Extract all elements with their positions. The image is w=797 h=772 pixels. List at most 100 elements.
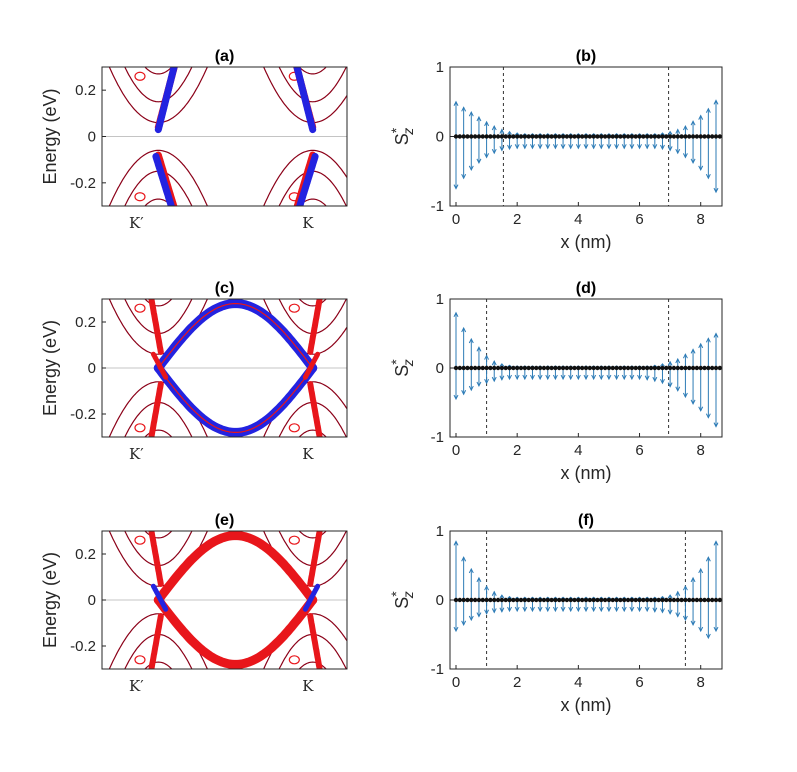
- arrow-head: [675, 590, 681, 596]
- bulk-band-down: [124, 170, 193, 206]
- edge-crossing: [150, 583, 169, 612]
- arrow-head: [652, 376, 658, 383]
- panel-title: (d): [576, 280, 596, 297]
- arrow-head: [453, 626, 459, 633]
- bulk-band-down: [144, 661, 173, 669]
- arrow-head: [682, 353, 688, 359]
- y-label-sup: *: [388, 359, 404, 365]
- arrow-head: [606, 144, 612, 150]
- arrow-head: [660, 595, 665, 599]
- band-panel-e: -0.2 0 0.2 K′ K Energy (eV) (e): [40, 512, 348, 695]
- arrow-head: [507, 606, 512, 613]
- arrow-head: [537, 606, 543, 613]
- y-tick-label: -1: [431, 198, 444, 215]
- y-tick-label: 0: [436, 360, 444, 377]
- edge-arc-lower: [153, 595, 318, 669]
- arrow-head: [637, 144, 642, 150]
- bulk-band-up: [144, 531, 173, 539]
- panel-title: (a): [215, 48, 235, 65]
- arrow-head: [660, 363, 665, 367]
- arrow-head: [537, 374, 543, 381]
- panel-title: (e): [215, 512, 235, 529]
- arrow-head: [606, 374, 612, 381]
- arrow-head: [484, 354, 490, 360]
- arrow-head: [468, 385, 474, 392]
- bulk-band-up: [278, 67, 347, 103]
- edge-branch-blue: [293, 67, 317, 134]
- bulk-band-down: [263, 149, 347, 206]
- arrow-head: [705, 556, 711, 562]
- arrow-head: [552, 374, 558, 381]
- arrow-head: [652, 607, 658, 613]
- arrow-head: [667, 609, 673, 615]
- arrow-head: [530, 144, 535, 150]
- arrow-head: [560, 144, 566, 150]
- arrow-head: [713, 422, 719, 428]
- edge-branch-red: [307, 299, 323, 355]
- arrow-head: [453, 540, 459, 546]
- arrow-head: [499, 594, 505, 599]
- arrow-head: [568, 144, 574, 150]
- arrow-head: [476, 158, 482, 165]
- arrow-head: [690, 620, 696, 626]
- arrow-head: [614, 144, 620, 150]
- arrow-head: [690, 399, 696, 405]
- arrow-head: [522, 144, 528, 150]
- arrow-head: [461, 173, 467, 180]
- edge-branch-red: [148, 531, 164, 587]
- arrow-head: [484, 585, 490, 591]
- arrow-head: [476, 612, 482, 618]
- arrow-head: [560, 374, 566, 381]
- arrow-head: [491, 608, 497, 614]
- arrow-head: [514, 144, 520, 150]
- arrow-head: [507, 130, 512, 135]
- site-dot: [717, 365, 723, 371]
- bulk-band-down: [298, 198, 327, 206]
- arrow-head: [568, 374, 574, 381]
- arrow-head: [468, 111, 474, 117]
- x-tick-label: 6: [635, 674, 643, 691]
- arrow-head: [629, 144, 635, 150]
- arrow-head: [499, 375, 505, 381]
- y-tick-label: -1: [431, 661, 444, 678]
- bulk-band-up: [144, 67, 173, 75]
- y-tick-label: 1: [436, 523, 444, 540]
- arrow-head: [461, 556, 467, 562]
- spin-panel-b: -1 0 1 0 2 4 6 8 x (nm) S*z (b): [388, 48, 723, 252]
- arrow-head: [675, 386, 681, 392]
- arrow-head: [491, 124, 497, 131]
- x-tick-label: 2: [513, 674, 521, 691]
- edge-arc-lower-core: [157, 367, 314, 433]
- y-axis-label: Energy (eV): [40, 320, 60, 416]
- band-loop: [134, 423, 146, 433]
- arrow-head: [530, 606, 535, 613]
- bulk-band-up: [124, 67, 193, 103]
- arrow-head: [660, 132, 665, 136]
- arrow-head: [682, 153, 688, 159]
- arrow-head: [690, 348, 696, 354]
- arrow-head: [698, 165, 704, 171]
- arrow-head: [705, 337, 711, 343]
- x-tick-label: 8: [697, 211, 705, 228]
- arrow-head: [499, 363, 505, 367]
- arrow-head: [453, 100, 459, 106]
- x-tick-label: 4: [574, 211, 582, 228]
- arrow-head: [484, 153, 490, 159]
- bulk-band-up: [144, 299, 173, 307]
- arrow-head: [667, 594, 673, 599]
- y-tick-label: 0: [436, 592, 444, 609]
- edge-branch-blue: [154, 67, 178, 134]
- arrow-head: [667, 360, 673, 366]
- arrow-head: [514, 374, 520, 381]
- panel-title: (f): [578, 512, 594, 529]
- arrow-head: [667, 146, 673, 152]
- edge-branch-red: [148, 299, 164, 355]
- arrow-head: [675, 128, 681, 134]
- arrow-head: [682, 585, 688, 591]
- arrow-head: [705, 413, 711, 419]
- y-tick-label: 0: [436, 129, 444, 146]
- arrow-head: [461, 326, 467, 333]
- arrow-head: [713, 540, 719, 546]
- arrow-head: [690, 576, 696, 583]
